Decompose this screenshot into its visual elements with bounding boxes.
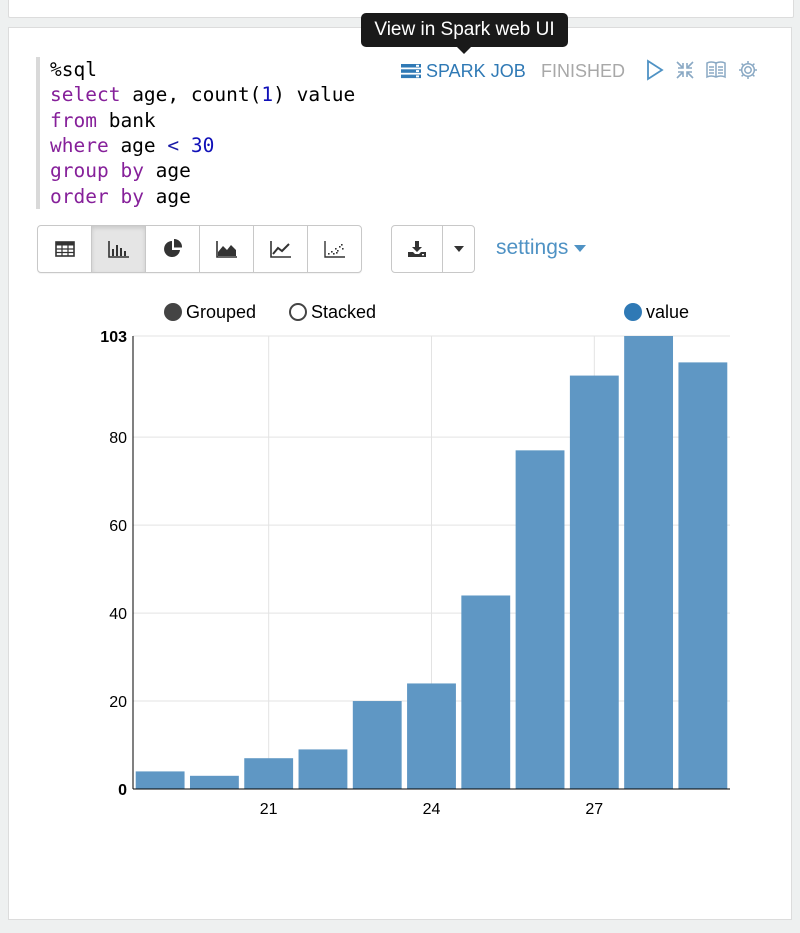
series-legend-dot xyxy=(624,303,642,321)
code-editor[interactable]: %sql select age, count(1) value from bank w… xyxy=(36,57,370,209)
pie-chart-icon xyxy=(163,239,182,257)
y-tick-label: 20 xyxy=(109,694,127,711)
code-line: select age, count(1) value xyxy=(50,82,355,107)
settings-dropdown[interactable]: settings xyxy=(496,236,587,260)
code-line: %sql xyxy=(50,57,97,82)
code-token: age xyxy=(143,184,191,208)
bar xyxy=(244,758,294,789)
code-token: from xyxy=(50,108,97,132)
chevron-down-icon xyxy=(453,246,464,252)
download-button-group xyxy=(391,225,475,273)
code-token: by xyxy=(120,184,144,208)
code-line: from bank xyxy=(50,108,156,133)
table-view-button[interactable] xyxy=(38,226,92,272)
stacked-radio-icon xyxy=(289,303,307,321)
visualization-toolbar xyxy=(37,225,362,273)
download-options-dropdown[interactable] xyxy=(443,226,474,272)
code-token: %sql xyxy=(50,58,97,81)
bar-chart-view-button[interactable] xyxy=(92,226,146,272)
x-tick-label: 27 xyxy=(585,801,603,818)
pie-chart-view-button[interactable] xyxy=(146,226,200,272)
code-token: bank xyxy=(96,108,156,132)
code-token: count xyxy=(190,83,250,107)
x-tick-label: 21 xyxy=(260,801,278,818)
code-token: age, xyxy=(120,83,191,107)
code-token: 30 xyxy=(190,133,215,157)
code-line: group by age xyxy=(50,158,191,183)
stacked-label: Stacked xyxy=(311,301,377,322)
spark-job-icon xyxy=(401,64,421,79)
code-token: age xyxy=(143,159,191,183)
code-token: 1 xyxy=(261,83,274,107)
y-tick-label: 0 xyxy=(118,782,127,799)
bar xyxy=(515,450,565,789)
spark-ui-tooltip: View in Spark web UI xyxy=(361,13,568,54)
table-icon xyxy=(54,241,75,257)
gear-icon[interactable] xyxy=(737,59,759,81)
spark-job-label: SPARK JOB xyxy=(426,60,526,81)
code-token: where xyxy=(50,133,109,157)
grouped-radio-icon xyxy=(164,303,182,321)
code-token: ) value xyxy=(273,83,356,107)
area-chart-icon xyxy=(215,240,237,258)
series-legend-label: value xyxy=(646,301,690,322)
bar xyxy=(624,336,674,789)
bar xyxy=(352,701,402,789)
caret-down-icon xyxy=(574,244,587,252)
code-token: ( xyxy=(249,83,262,107)
line-chart-icon xyxy=(269,240,291,258)
y-tick-label: 40 xyxy=(109,606,127,623)
grouped-radio[interactable]: Grouped xyxy=(164,301,256,323)
stacked-radio[interactable]: Stacked xyxy=(289,301,376,323)
code-token: order xyxy=(50,184,109,208)
grouped-label: Grouped xyxy=(186,301,257,322)
code-line: order by age xyxy=(50,184,191,209)
area-chart-view-button[interactable] xyxy=(200,226,254,272)
download-icon xyxy=(408,241,426,257)
code-line: where age < 30 xyxy=(50,133,214,158)
paragraph-status: FINISHED xyxy=(541,60,626,81)
scatter-chart-view-button[interactable] xyxy=(308,226,361,272)
bar xyxy=(461,595,511,789)
y-tick-label: 80 xyxy=(109,430,127,447)
code-token: age xyxy=(108,133,168,157)
bar-chart-icon xyxy=(107,240,129,258)
download-button[interactable] xyxy=(392,226,443,272)
bar xyxy=(135,771,185,789)
spark-job-link[interactable]: SPARK JOB xyxy=(401,58,526,84)
x-tick-label: 24 xyxy=(423,801,441,818)
bar xyxy=(189,775,239,789)
code-token: select xyxy=(50,83,121,107)
y-tick-label: 60 xyxy=(109,518,127,535)
bar xyxy=(678,362,728,789)
code-token: < xyxy=(167,133,180,157)
line-chart-view-button[interactable] xyxy=(254,226,308,272)
series-legend-value[interactable]: value xyxy=(624,301,689,323)
book-icon[interactable] xyxy=(705,59,727,81)
code-token: by xyxy=(120,159,144,183)
y-tick-label: 103 xyxy=(100,329,127,346)
bar xyxy=(407,683,456,789)
collapse-icon[interactable] xyxy=(674,59,696,81)
run-icon[interactable] xyxy=(643,59,665,81)
bar xyxy=(569,375,619,789)
scatter-chart-icon xyxy=(323,240,345,258)
bar xyxy=(298,749,348,789)
code-token: group xyxy=(50,159,109,183)
settings-label: settings xyxy=(496,236,569,259)
